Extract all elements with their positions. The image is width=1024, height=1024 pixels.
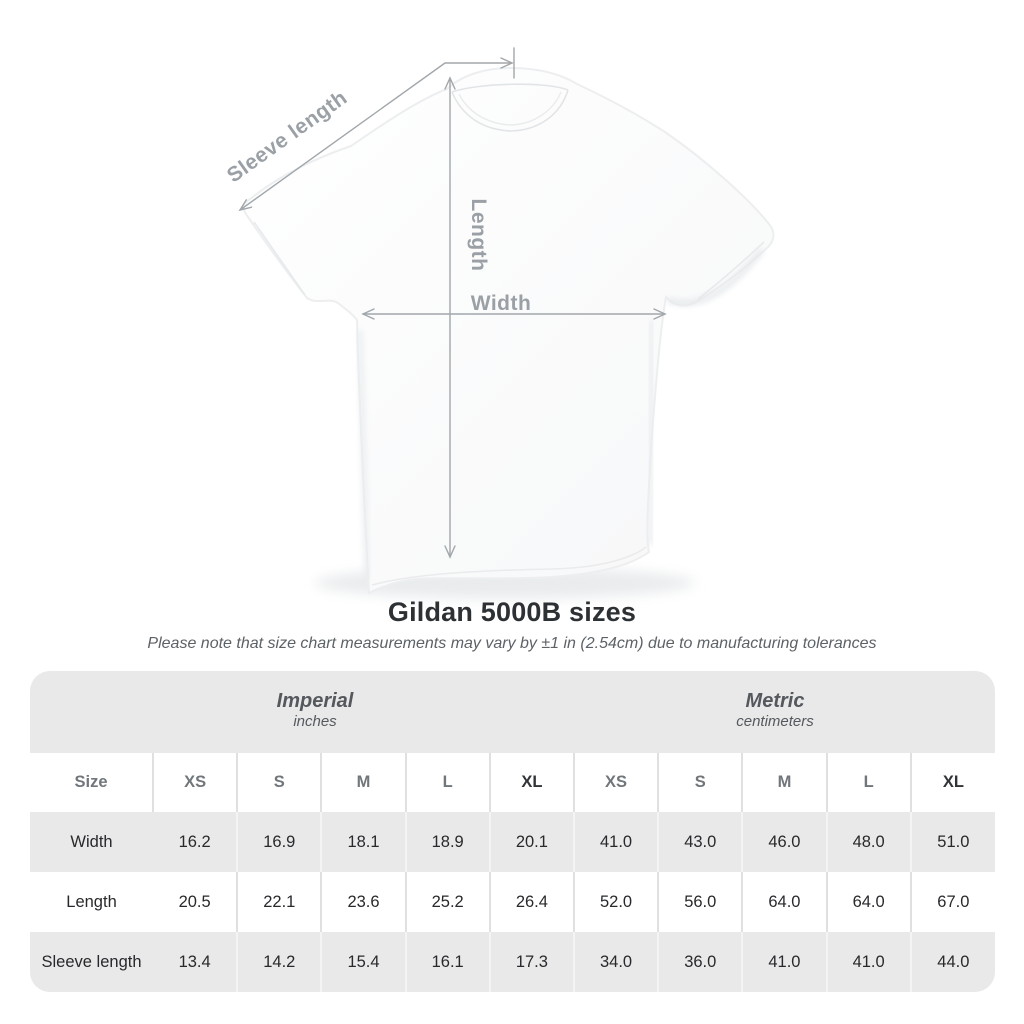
- metric-size-xs: XS: [572, 753, 659, 812]
- collar-neckline-inner: [458, 91, 562, 126]
- width-imperial-s: 16.9: [236, 812, 322, 872]
- length-metric-xl: 67.0: [909, 872, 995, 932]
- sleeve-imperial-xl: 17.3: [488, 932, 574, 992]
- metric-label: Metric: [745, 690, 805, 712]
- sleeve-imperial-m: 15.4: [320, 932, 406, 992]
- imperial-label: Imperial: [276, 690, 354, 712]
- left-cuff-fold: [253, 221, 306, 296]
- collar-back-seam: [451, 83, 569, 93]
- sleeve-imperial-s: 14.2: [236, 932, 322, 992]
- length-imperial-xs: 20.5: [178, 892, 211, 911]
- right-cuff-fold: [697, 241, 765, 300]
- length-metric-s: 56.0: [657, 872, 743, 932]
- metric-size-s: S: [657, 753, 743, 812]
- sleeve-metric-xl: 44.0: [909, 932, 995, 992]
- imperial-size-m: M: [320, 753, 406, 812]
- size-header-cell: Size: [74, 773, 108, 791]
- length-imperial-m: 23.6: [320, 872, 406, 932]
- metric-size-m: M: [741, 753, 827, 812]
- length-imperial-xl: 26.4: [488, 872, 574, 932]
- tshirt-diagram-svg: Sleeve length Length Width: [223, 47, 775, 599]
- measurement-arrows: [238, 47, 667, 559]
- metric-size-l: L: [825, 753, 911, 812]
- metric-group-header: Metric centimeters: [736, 690, 814, 732]
- length-imperial-l: 25.2: [404, 872, 490, 932]
- width-imperial-m: 18.1: [320, 812, 406, 872]
- length-label: Length: [467, 199, 490, 272]
- measurements-table: Size XS S M L XL XS S M L XL Width 16.2 …: [30, 753, 995, 992]
- width-row: Width 16.2 16.9 18.1 18.9 20.1 41.0 43.0…: [30, 812, 995, 872]
- hem-stitch: [371, 546, 647, 586]
- length-metric-l: 64.0: [825, 872, 911, 932]
- body-shade-left: [357, 329, 370, 581]
- width-metric-xs: 41.0: [572, 812, 659, 872]
- sleeve-shade-right: [667, 248, 765, 306]
- chart-heading: Gildan 5000B sizes Please note that size…: [0, 597, 1024, 653]
- imperial-unit-label: inches: [293, 713, 337, 730]
- tolerance-note: Please note that size chart measurements…: [147, 635, 877, 652]
- tshirt-illustration: [242, 66, 775, 595]
- imperial-group-header: Imperial inches: [277, 690, 354, 732]
- sleeve-length-row: Sleeve length 13.4 14.2 15.4 16.1 17.3 3…: [30, 932, 995, 992]
- width-label: Width: [471, 292, 532, 315]
- length-imperial-s: 22.1: [236, 872, 322, 932]
- body-shade-right: [647, 319, 655, 546]
- width-row-label: Width: [70, 832, 113, 851]
- imperial-size-s: S: [236, 753, 322, 812]
- size-diagram: Sleeve length Length Width: [223, 47, 775, 599]
- width-imperial-xs: 16.2: [178, 832, 211, 851]
- sleeve-metric-s: 36.0: [657, 932, 743, 992]
- sleeve-length-arrow: [238, 47, 515, 212]
- page-title: Gildan 5000B sizes: [387, 597, 637, 627]
- unit-band: Imperial inches Metric centimeters: [30, 671, 995, 753]
- imperial-size-xl: XL: [488, 753, 574, 812]
- sleeve-imperial-xs: 13.4: [178, 952, 211, 971]
- metric-size-xl: XL: [909, 753, 995, 812]
- length-row: Length 20.5 22.1 23.6 25.2 26.4 52.0 56.…: [30, 872, 995, 932]
- sleeve-imperial-l: 16.1: [404, 932, 490, 992]
- collar-neckline-outer: [451, 89, 569, 132]
- size-header-row: Size XS S M L XL XS S M L XL: [30, 753, 995, 812]
- width-arrow: [361, 308, 667, 320]
- sleeve-metric-l: 41.0: [825, 932, 911, 992]
- length-metric-m: 64.0: [741, 872, 827, 932]
- metric-unit-label: centimeters: [736, 713, 814, 730]
- width-metric-xl: 51.0: [909, 812, 995, 872]
- size-chart-table: Imperial inches Metric centimeters Size …: [30, 671, 995, 992]
- sleeve-metric-xs: 34.0: [572, 932, 659, 992]
- length-arrow: [444, 76, 456, 559]
- length-row-label: Length: [66, 892, 117, 911]
- width-imperial-l: 18.9: [404, 812, 490, 872]
- imperial-size-l: L: [404, 753, 490, 812]
- tshirt-body: [242, 66, 775, 595]
- sleeve-metric-m: 41.0: [741, 932, 827, 992]
- imperial-size-xs: XS: [152, 753, 238, 812]
- length-metric-xs: 52.0: [572, 872, 659, 932]
- sleeve-length-row-label: Sleeve length: [41, 952, 142, 971]
- width-metric-m: 46.0: [741, 812, 827, 872]
- width-imperial-xl: 20.1: [488, 812, 574, 872]
- width-metric-l: 48.0: [825, 812, 911, 872]
- width-metric-s: 43.0: [657, 812, 743, 872]
